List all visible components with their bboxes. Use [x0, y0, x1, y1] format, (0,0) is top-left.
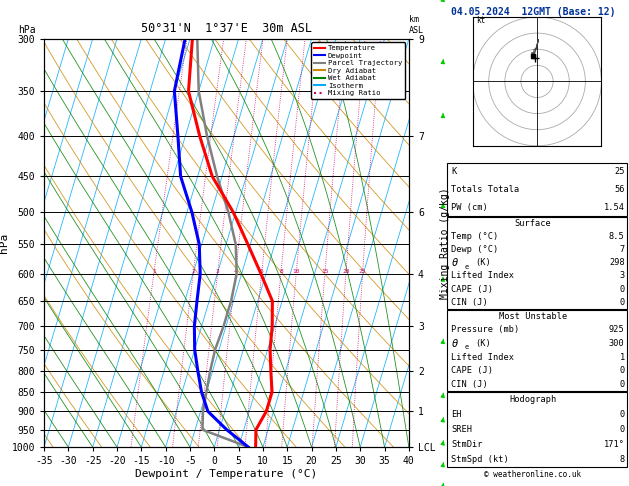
Text: Surface: Surface — [515, 219, 551, 228]
Text: Most Unstable: Most Unstable — [499, 312, 567, 321]
Text: θ: θ — [452, 258, 458, 268]
Text: CIN (J): CIN (J) — [452, 297, 488, 307]
Text: 50°31'N  1°37'E  30m ASL: 50°31'N 1°37'E 30m ASL — [141, 22, 312, 35]
Bar — [447, 217, 627, 309]
Bar — [447, 163, 627, 216]
Text: 3: 3 — [620, 272, 625, 280]
Text: (K): (K) — [475, 259, 491, 267]
Text: 1: 1 — [620, 353, 625, 362]
Text: Dewp (°C): Dewp (°C) — [452, 245, 499, 254]
Text: 04.05.2024  12GMT (Base: 12): 04.05.2024 12GMT (Base: 12) — [450, 7, 615, 17]
Bar — [447, 310, 627, 391]
Text: CAPE (J): CAPE (J) — [452, 284, 494, 294]
Text: 8.5: 8.5 — [609, 232, 625, 242]
Text: θ: θ — [452, 339, 458, 348]
Text: hPa: hPa — [18, 25, 36, 35]
Text: (K): (K) — [475, 339, 491, 348]
Text: 15: 15 — [321, 269, 329, 274]
Text: 925: 925 — [609, 326, 625, 334]
Text: e: e — [464, 344, 469, 350]
Text: 4: 4 — [234, 269, 238, 274]
Text: 3: 3 — [216, 269, 220, 274]
Text: 0: 0 — [620, 410, 625, 419]
Text: 8: 8 — [279, 269, 283, 274]
Text: 10: 10 — [292, 269, 300, 274]
Text: 298: 298 — [609, 259, 625, 267]
Text: 0: 0 — [620, 297, 625, 307]
Text: 171°: 171° — [604, 440, 625, 449]
Text: K: K — [452, 167, 457, 176]
Legend: Temperature, Dewpoint, Parcel Trajectory, Dry Adiabat, Wet Adiabat, Isotherm, Mi: Temperature, Dewpoint, Parcel Trajectory… — [311, 42, 405, 99]
Text: e: e — [464, 264, 469, 270]
Text: 56: 56 — [615, 185, 625, 194]
Bar — [447, 392, 627, 467]
Text: © weatheronline.co.uk: © weatheronline.co.uk — [484, 469, 581, 479]
Text: 8: 8 — [620, 454, 625, 464]
Y-axis label: Mixing Ratio (g/kg): Mixing Ratio (g/kg) — [440, 187, 450, 299]
Text: 1.54: 1.54 — [604, 203, 625, 212]
Text: 0: 0 — [620, 284, 625, 294]
Text: 6: 6 — [260, 269, 264, 274]
Text: Hodograph: Hodograph — [509, 395, 557, 404]
Text: km
ASL: km ASL — [409, 16, 424, 35]
Text: 0: 0 — [620, 380, 625, 389]
Text: CIN (J): CIN (J) — [452, 380, 488, 389]
Text: Temp (°C): Temp (°C) — [452, 232, 499, 242]
Text: Totals Totala: Totals Totala — [452, 185, 520, 194]
Text: 25: 25 — [359, 269, 367, 274]
Text: 20: 20 — [342, 269, 350, 274]
Text: Lifted Index: Lifted Index — [452, 272, 515, 280]
Text: 300: 300 — [609, 339, 625, 348]
Y-axis label: hPa: hPa — [0, 233, 9, 253]
Text: StmSpd (kt): StmSpd (kt) — [452, 454, 509, 464]
Text: 2: 2 — [192, 269, 196, 274]
Text: PW (cm): PW (cm) — [452, 203, 488, 212]
Text: Pressure (mb): Pressure (mb) — [452, 326, 520, 334]
Text: EH: EH — [452, 410, 462, 419]
Text: StmDir: StmDir — [452, 440, 483, 449]
Text: Lifted Index: Lifted Index — [452, 353, 515, 362]
Text: 0: 0 — [620, 366, 625, 375]
X-axis label: Dewpoint / Temperature (°C): Dewpoint / Temperature (°C) — [135, 469, 318, 479]
Text: CAPE (J): CAPE (J) — [452, 366, 494, 375]
Text: 0: 0 — [620, 425, 625, 434]
Text: SREH: SREH — [452, 425, 472, 434]
Text: 25: 25 — [615, 167, 625, 176]
Text: 7: 7 — [620, 245, 625, 254]
Text: 1: 1 — [152, 269, 156, 274]
